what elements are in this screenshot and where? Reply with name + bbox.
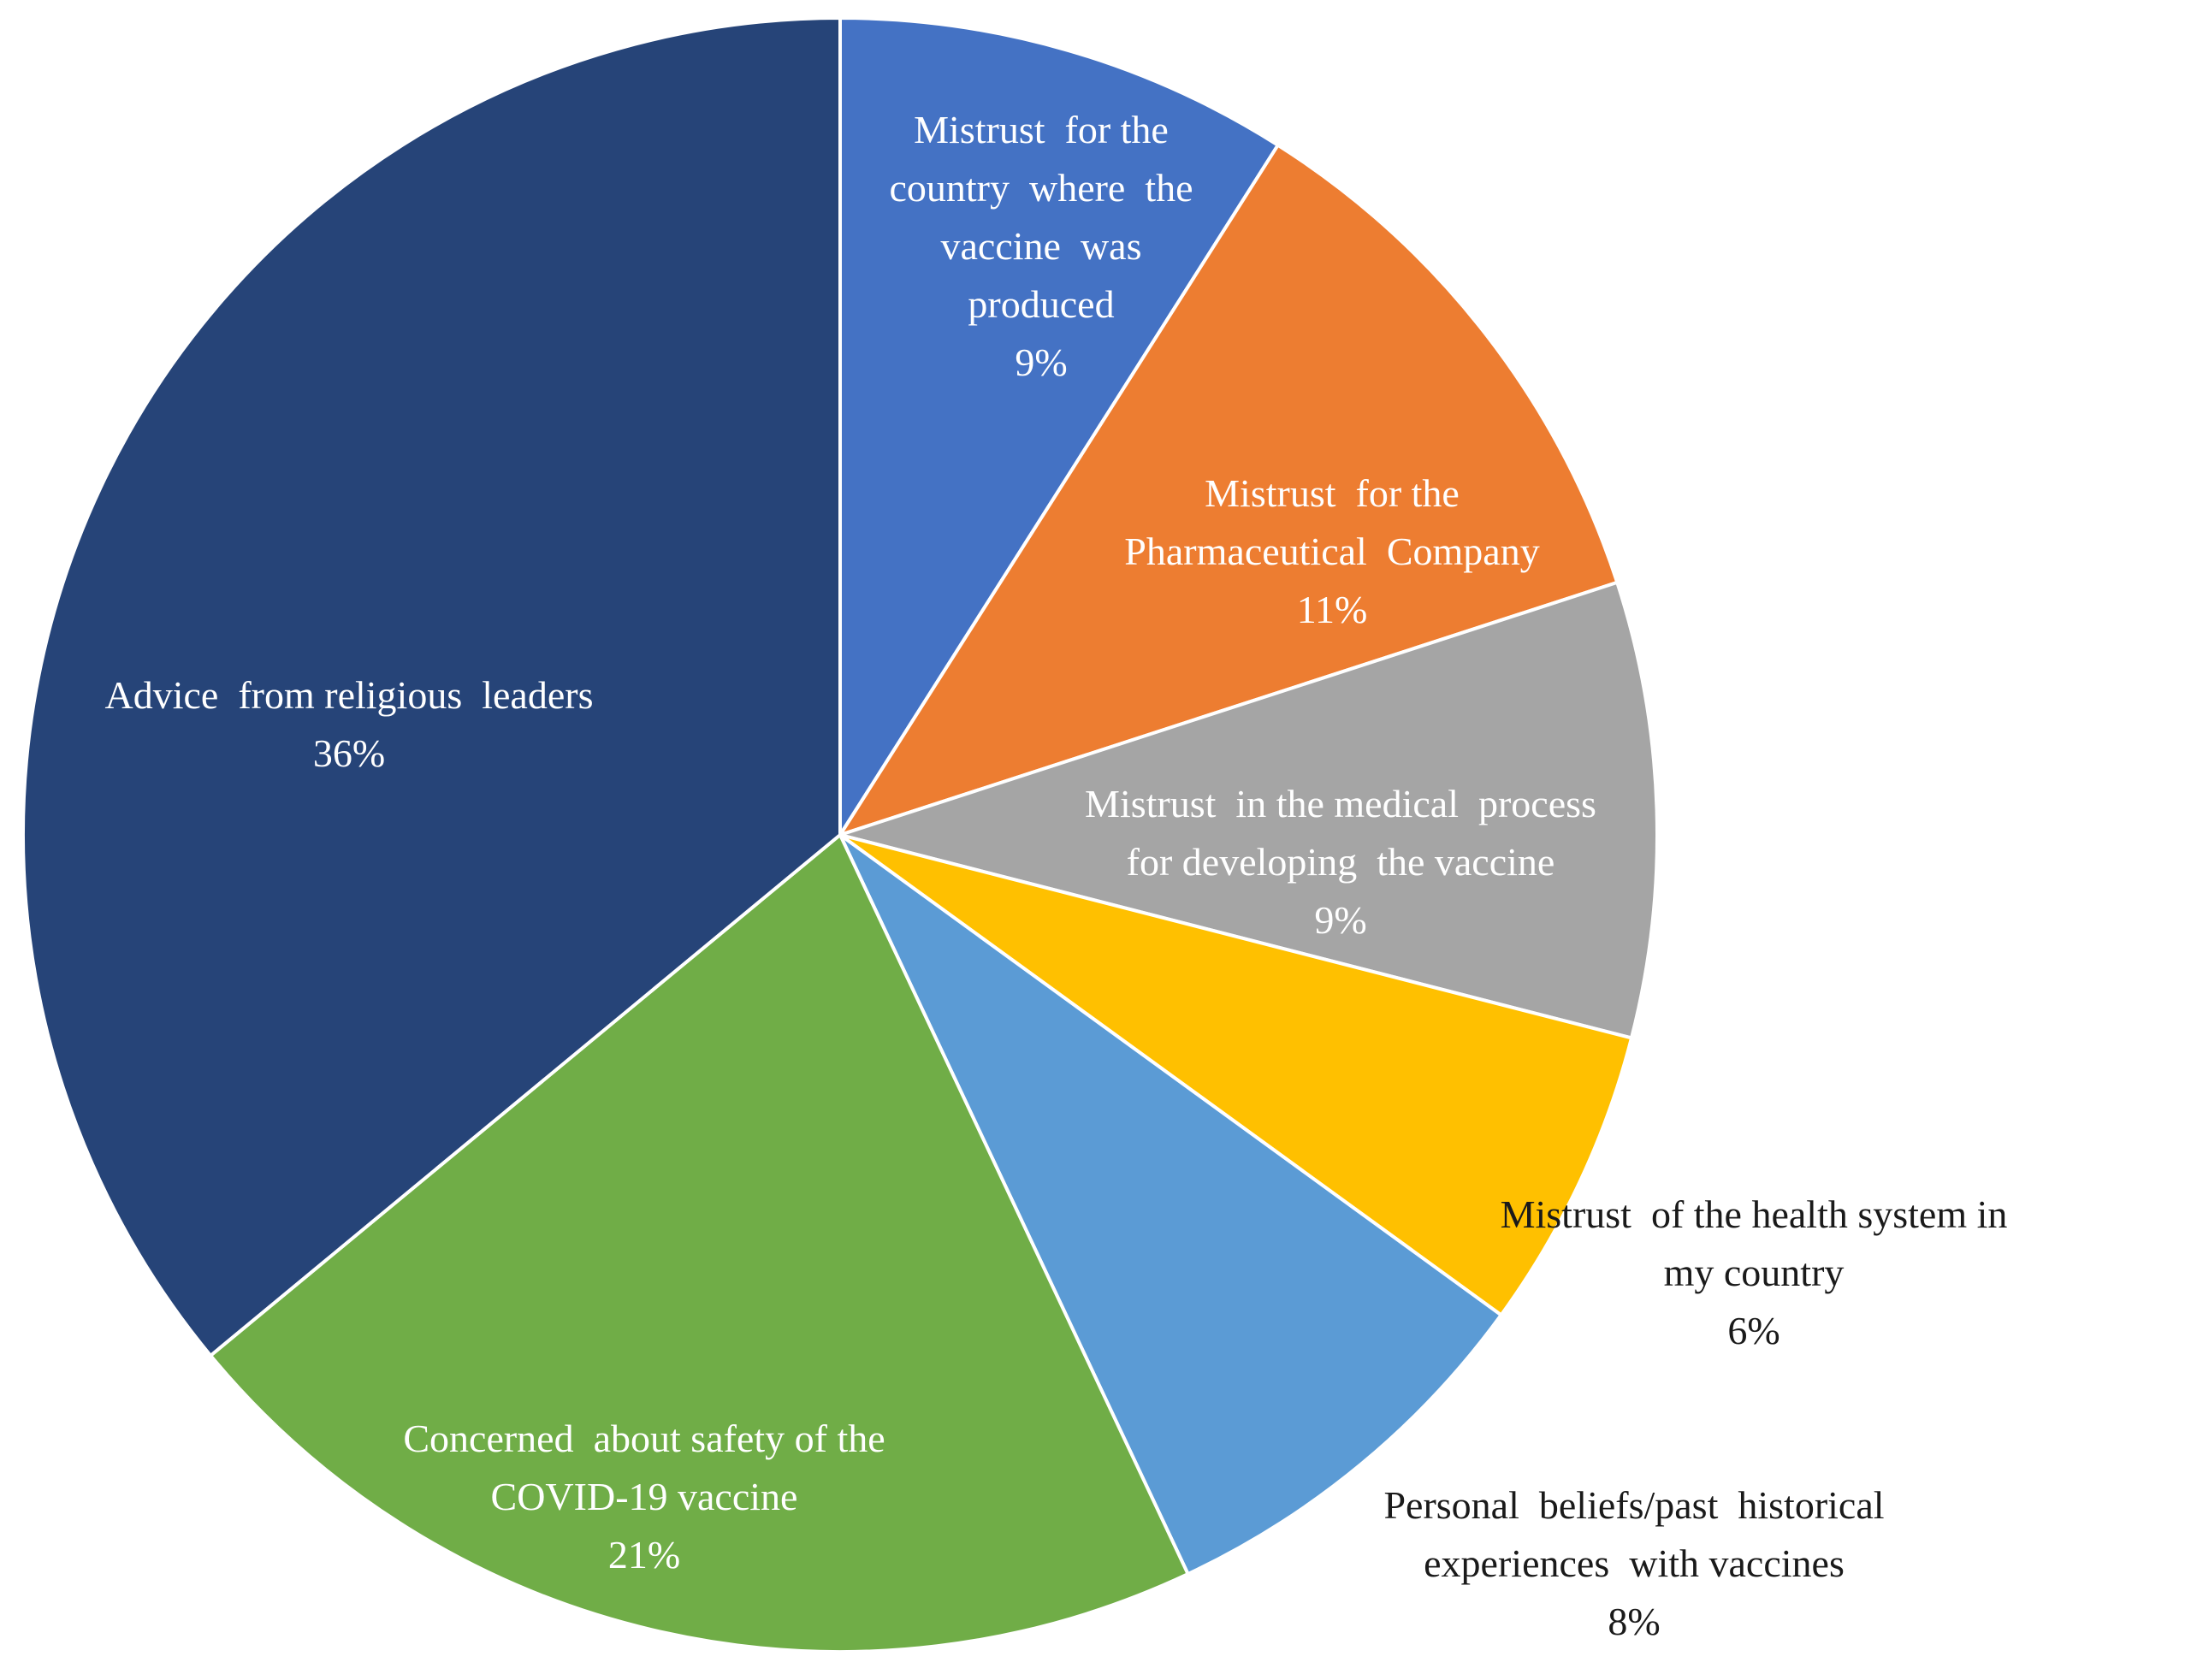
slice-value-label: 36%	[313, 731, 385, 775]
slice-label-5: Personal beliefs/past historical experien…	[1383, 1483, 1884, 1643]
slice-category-label: Mistrust of the health system in	[1501, 1192, 2008, 1236]
slice-category-label: COVID-19 vaccine	[491, 1475, 798, 1518]
slice-category-label: my country	[1664, 1251, 1845, 1294]
slice-value-label: 9%	[1314, 898, 1366, 942]
pie-slice-4	[838, 833, 1634, 1318]
slice-value-label: 11%	[1297, 588, 1368, 631]
pie-slice-3	[833, 580, 1659, 1040]
slice-label-2: Mistrust for the Pharmaceutical Company 11…	[1124, 471, 1539, 631]
slice-value-label: 9%	[1015, 340, 1067, 384]
slice-category-label: experiences with vaccines	[1424, 1541, 1845, 1585]
slice-category-label: Pharmaceutical Company	[1124, 529, 1539, 573]
slice-label-6: Concerned about safety of the COVID-19 va…	[403, 1417, 885, 1576]
slice-value-label: 21%	[608, 1533, 680, 1576]
slice-category-label: country where the	[889, 166, 1193, 210]
slice-label-4: Mistrust of the health system in my count…	[1501, 1192, 2008, 1352]
labels-layer: Mistrust for the country where the vaccine…	[105, 108, 2008, 1643]
slice-label-3: Mistrust in the medical process for devel…	[1085, 782, 1596, 942]
pie-slice-5	[838, 833, 1504, 1576]
slices-layer	[21, 15, 1659, 1653]
slice-label-7: Advice from religious leaders 36%	[105, 673, 594, 775]
pie-slice-1	[838, 15, 1281, 841]
slice-label-1: Mistrust for the country where the vaccine…	[889, 108, 1193, 384]
slice-category-label: Mistrust for the	[914, 108, 1169, 151]
slice-category-label: produced	[968, 282, 1114, 326]
pie-slice-2	[836, 142, 1620, 838]
slice-category-label: Concerned about safety of the	[403, 1417, 885, 1460]
slice-value-label: 8%	[1608, 1600, 1660, 1643]
slice-category-label: vaccine was	[941, 224, 1142, 268]
slice-category-label: Advice from religious leaders	[105, 673, 594, 717]
slice-value-label: 6%	[1727, 1309, 1780, 1352]
slice-category-label: Mistrust for the	[1205, 471, 1460, 515]
pie-slice-6	[208, 831, 1191, 1653]
slice-category-label: Personal beliefs/past historical	[1383, 1483, 1884, 1527]
slice-category-label: Mistrust in the medical process	[1085, 782, 1596, 825]
slice-category-label: for developing the vaccine	[1127, 840, 1555, 884]
pie-slice-7	[21, 15, 842, 1358]
